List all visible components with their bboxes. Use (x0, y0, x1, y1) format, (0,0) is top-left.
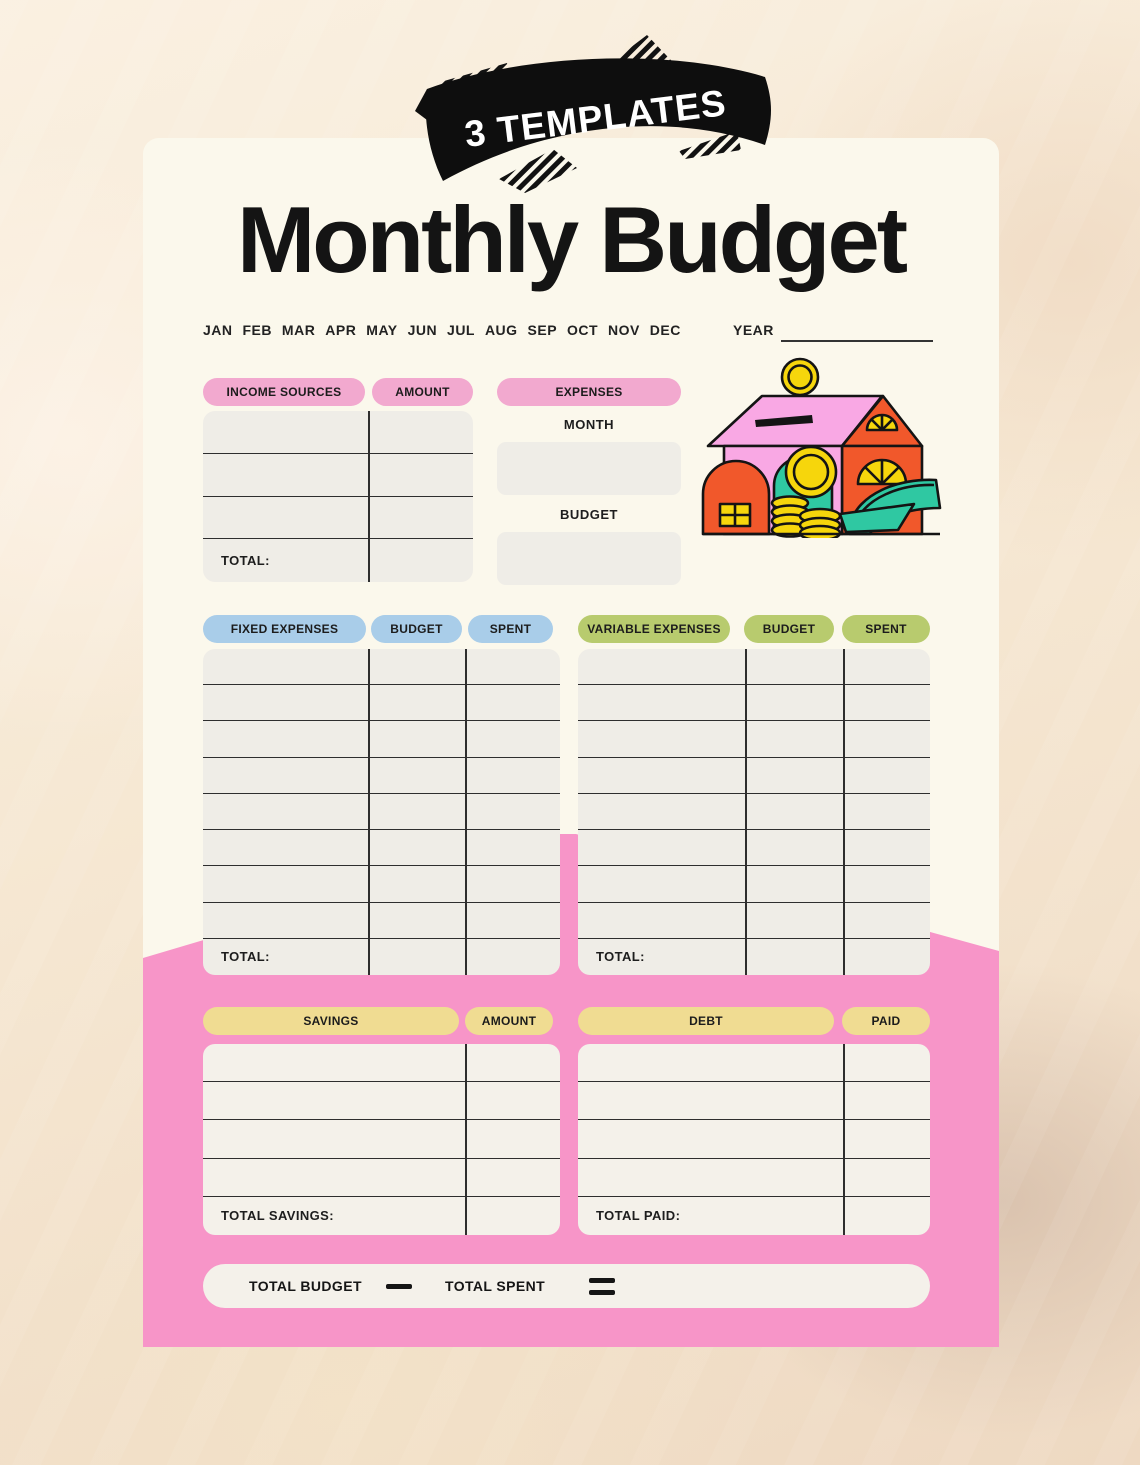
ribbon-fold-left (415, 89, 431, 123)
table-row[interactable] (578, 903, 930, 939)
month-row: JAN FEB MAR APR MAY JUN JUL AUG SEP OCT … (203, 322, 681, 338)
table-row[interactable] (578, 1082, 930, 1121)
table-row[interactable] (578, 758, 930, 794)
debt-table: TOTAL PAID: (578, 1044, 930, 1235)
table-row[interactable] (203, 758, 560, 794)
variable-expenses-table: TOTAL: (578, 649, 930, 975)
table-row[interactable] (203, 830, 560, 867)
savings-header: SAVINGS (203, 1007, 459, 1035)
table-row[interactable] (203, 685, 560, 722)
ribbon-shape (425, 58, 771, 181)
column-divider (368, 411, 370, 582)
savings-amount-header: AMOUNT (465, 1007, 553, 1035)
income-table: TOTAL: (203, 411, 473, 582)
coin-slot (755, 415, 813, 427)
table-total-row[interactable]: TOTAL SAVINGS: (203, 1197, 560, 1235)
table-total-row[interactable]: TOTAL: (203, 539, 473, 582)
table-total-row[interactable]: TOTAL: (578, 939, 930, 975)
table-row[interactable] (578, 685, 930, 722)
fixed-spent-header: SPENT (468, 615, 553, 643)
variable-budget-header: BUDGET (744, 615, 834, 643)
equals-icon (589, 1278, 615, 1295)
column-divider (843, 1044, 845, 1235)
table-row[interactable] (578, 794, 930, 831)
expenses-month-field[interactable] (497, 442, 681, 495)
table-row[interactable] (203, 1082, 560, 1121)
expenses-budget-field[interactable] (497, 532, 681, 585)
income-amount-header: AMOUNT (372, 378, 473, 406)
page-title: Monthly Budget (236, 187, 908, 292)
expenses-month-label: MONTH (563, 417, 615, 432)
table-row[interactable] (578, 830, 930, 867)
income-sources-header: INCOME SOURCES (203, 378, 365, 406)
table-total-row[interactable]: TOTAL PAID: (578, 1197, 930, 1235)
total-label: TOTAL: (221, 949, 270, 965)
variable-spent-header: SPENT (842, 615, 930, 643)
column-divider (465, 1044, 467, 1235)
month-apr: APR (325, 322, 357, 338)
minus-icon (386, 1284, 412, 1289)
month-sep: SEP (527, 322, 558, 338)
total-label: TOTAL: (221, 553, 270, 569)
variable-expenses-header: VARIABLE EXPENSES (578, 615, 730, 643)
month-feb: FEB (242, 322, 272, 338)
table-row[interactable] (203, 411, 473, 454)
month-jan: JAN (203, 322, 233, 338)
month-may: MAY (366, 322, 398, 338)
month-aug: AUG (484, 322, 518, 338)
total-label: TOTAL PAID: (596, 1208, 681, 1224)
table-row[interactable] (203, 721, 560, 758)
month-nov: NOV (608, 322, 640, 338)
table-row[interactable] (203, 1120, 560, 1159)
fixed-expenses-table: TOTAL: (203, 649, 560, 975)
table-row[interactable] (578, 721, 930, 758)
table-row[interactable] (578, 866, 930, 903)
table-row[interactable] (203, 454, 473, 497)
month-jun: JUN (407, 322, 438, 338)
column-divider (745, 649, 747, 975)
table-row[interactable] (203, 903, 560, 939)
banknote-tray (838, 502, 916, 534)
fixed-budget-header: BUDGET (371, 615, 462, 643)
column-divider (368, 649, 370, 975)
hatched-flag-bottom (499, 149, 577, 193)
table-row[interactable] (203, 497, 473, 540)
table-row[interactable] (203, 649, 560, 686)
table-row[interactable] (578, 1120, 930, 1159)
piggy-bank-house-illustration (701, 357, 942, 538)
table-row[interactable] (578, 1044, 930, 1083)
table-row[interactable] (203, 1044, 560, 1083)
table-row[interactable] (578, 649, 930, 686)
templates-ribbon-banner: 3 TEMPLATES (415, 35, 771, 193)
table-row[interactable] (203, 866, 560, 903)
column-divider (843, 649, 845, 975)
month-oct: OCT (566, 322, 599, 338)
debt-header: DEBT (578, 1007, 834, 1035)
total-budget-label: TOTAL BUDGET (249, 1278, 362, 1294)
total-label: TOTAL SAVINGS: (221, 1208, 334, 1224)
month-dec: DEC (649, 322, 681, 338)
table-row[interactable] (203, 1159, 560, 1197)
table-row[interactable] (578, 1159, 930, 1197)
expenses-header: EXPENSES (497, 378, 681, 406)
total-label: TOTAL: (596, 949, 645, 965)
month-mar: MAR (281, 322, 316, 338)
expenses-budget-label: BUDGET (560, 507, 618, 522)
fixed-expenses-header: FIXED EXPENSES (203, 615, 366, 643)
hatched-flag-right (679, 131, 741, 159)
summary-bar: TOTAL BUDGET TOTAL SPENT (203, 1264, 930, 1308)
column-divider (465, 649, 467, 975)
total-spent-label: TOTAL SPENT (445, 1278, 546, 1294)
table-total-row[interactable]: TOTAL: (203, 939, 560, 975)
debt-paid-header: PAID (842, 1007, 930, 1035)
year-input-line[interactable] (781, 340, 933, 342)
year-label: YEAR (733, 322, 774, 338)
savings-table: TOTAL SAVINGS: (203, 1044, 560, 1235)
table-row[interactable] (203, 794, 560, 831)
month-jul: JUL (447, 322, 475, 338)
